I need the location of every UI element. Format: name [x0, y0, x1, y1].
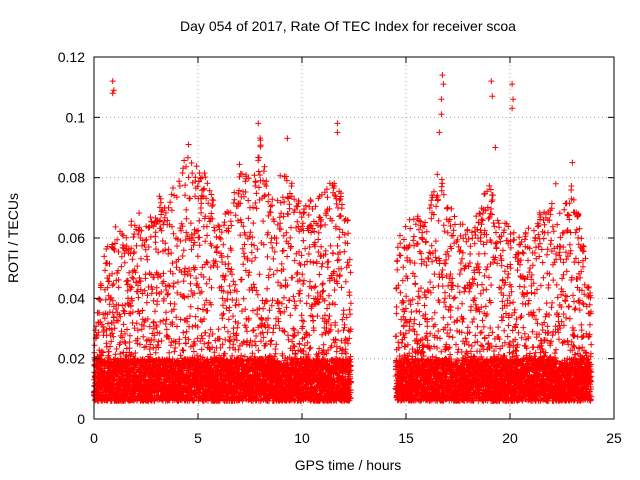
y-tick-label: 0.08 — [58, 170, 85, 186]
x-tick-label: 20 — [502, 430, 518, 446]
x-tick-labels: 0 5 10 15 20 25 — [90, 430, 622, 446]
x-axis-label: GPS time / hours — [295, 457, 402, 473]
x-tick-label: 10 — [294, 430, 310, 446]
x-tick-label: 5 — [194, 430, 202, 446]
y-tick-label: 0.04 — [58, 290, 85, 306]
grid-lines — [94, 57, 614, 419]
y-tick-label: 0.02 — [58, 351, 85, 367]
y-tick-label: 0.12 — [58, 49, 85, 65]
y-tick-label: 0 — [77, 411, 85, 427]
chart-title: Day 054 of 2017, Rate Of TEC Index for r… — [180, 18, 516, 34]
y-axis-label: ROTI / TECUs — [5, 193, 21, 283]
axis-ticks — [93, 56, 615, 420]
y-tick-labels: 0 0.02 0.04 0.06 0.08 0.1 0.12 — [58, 49, 85, 427]
x-tick-label: 0 — [90, 430, 98, 446]
x-tick-label: 15 — [398, 430, 414, 446]
y-tick-label: 0.06 — [58, 230, 85, 246]
y-tick-label: 0.1 — [66, 109, 86, 125]
x-tick-label: 25 — [606, 430, 622, 446]
